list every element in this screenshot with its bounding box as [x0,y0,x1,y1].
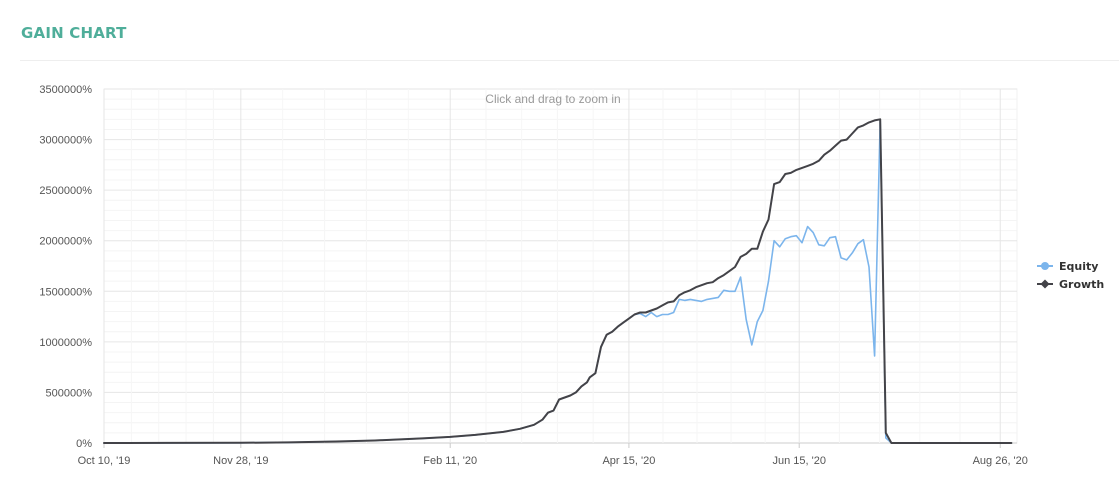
x-tick-label: Feb 11, '20 [423,455,477,467]
x-tick-label: Apr 15, '20 [602,455,655,467]
legend-label: Growth [1059,278,1104,291]
y-tick-label: 1500000% [39,286,92,298]
x-tick-label: Oct 10, '19 [78,455,131,467]
x-tick-label: Jun 15, '20 [772,455,825,467]
legend-diamond-marker [1040,279,1050,289]
y-tick-label: 1000000% [39,337,92,349]
legend-circle-marker [1041,262,1049,270]
series-lines[interactable] [103,118,1013,444]
legend-item-growth[interactable]: Growth [1037,278,1104,291]
y-tick-label: 2000000% [39,236,92,248]
zoom-hint: Click and drag to zoom in [485,92,620,106]
y-tick-label: 0% [76,438,92,450]
y-tick-label: 3500000% [39,84,92,96]
x-tick-label: Aug 26, '20 [973,455,1028,467]
title-divider [20,60,1119,61]
grid-lines [103,88,1018,444]
legend-label: Equity [1059,260,1098,273]
series-line-growth[interactable] [103,118,1013,444]
legend[interactable]: Equity Growth [1037,260,1104,291]
panel-title: GAIN CHART [21,24,127,42]
y-tick-label: 3000000% [39,135,92,147]
y-tick-label: 2500000% [39,185,92,197]
axes: 0% 500000% 1000000% 1500000% 2000000% 2500000… [39,84,1028,467]
legend-item-equity[interactable]: Equity [1037,260,1098,273]
x-tick-label: Nov 28, '19 [213,455,268,467]
y-tick-label: 500000% [46,387,93,399]
